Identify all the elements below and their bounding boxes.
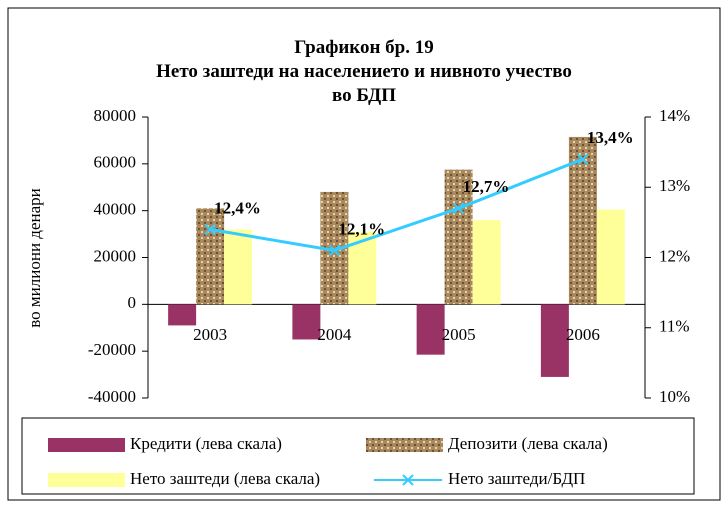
bar <box>348 231 377 305</box>
y-tick-label: 60000 <box>94 153 137 172</box>
bar <box>444 169 473 305</box>
chart-subtitle: Нето заштеди на населението и нивното уч… <box>156 61 572 106</box>
y-tick-label: 80000 <box>94 106 137 125</box>
y2-tick-label: 14% <box>659 106 690 125</box>
legend-swatch <box>366 438 443 452</box>
x-tick-label: 2005 <box>442 325 476 344</box>
legend-marker <box>402 474 414 486</box>
y-tick-label: -20000 <box>88 340 136 359</box>
data-label: 13,4% <box>587 128 634 147</box>
bar <box>224 229 253 305</box>
legend-swatch <box>48 438 125 452</box>
y-tick-label: 0 <box>128 293 137 312</box>
y-tick-label: 20000 <box>94 246 137 265</box>
y-axis-label: во милиони денари <box>25 188 44 327</box>
data-label: 12,1% <box>338 219 385 238</box>
legend-label: Кредити (лева скала) <box>130 434 282 453</box>
chart-title: Графикон бр. 19 <box>294 37 434 58</box>
y2-tick-label: 13% <box>659 176 690 195</box>
y2-tick-label: 10% <box>659 387 690 406</box>
line-marker <box>577 153 589 165</box>
data-label: 12,7% <box>463 177 510 196</box>
y2-tick-label: 12% <box>659 246 690 265</box>
bar <box>292 304 321 340</box>
x-tick-label: 2003 <box>193 325 227 344</box>
y-tick-label: -40000 <box>88 387 136 406</box>
line <box>209 157 584 253</box>
bar <box>196 208 225 305</box>
line-marker <box>328 244 341 257</box>
legend-box <box>21 417 695 495</box>
bar <box>168 304 197 326</box>
bar <box>596 209 625 305</box>
bar <box>568 136 597 305</box>
legend-label: Нето заштеди/БДП <box>448 469 585 488</box>
data-label: 12,4% <box>214 198 261 217</box>
legend-swatch <box>48 473 125 487</box>
y-tick-label: 40000 <box>94 200 137 219</box>
x-tick-label: 2004 <box>317 325 352 344</box>
y2-tick-label: 11% <box>659 317 690 336</box>
legend-label: Нето заштеди (лева скала) <box>130 469 320 488</box>
bar <box>472 220 501 305</box>
line-marker <box>204 223 216 236</box>
legend-label: Депозити (лева скала) <box>448 434 608 453</box>
bar <box>540 304 569 377</box>
line-marker <box>452 202 465 215</box>
x-tick-label: 2006 <box>566 325 600 344</box>
bar <box>416 304 445 355</box>
